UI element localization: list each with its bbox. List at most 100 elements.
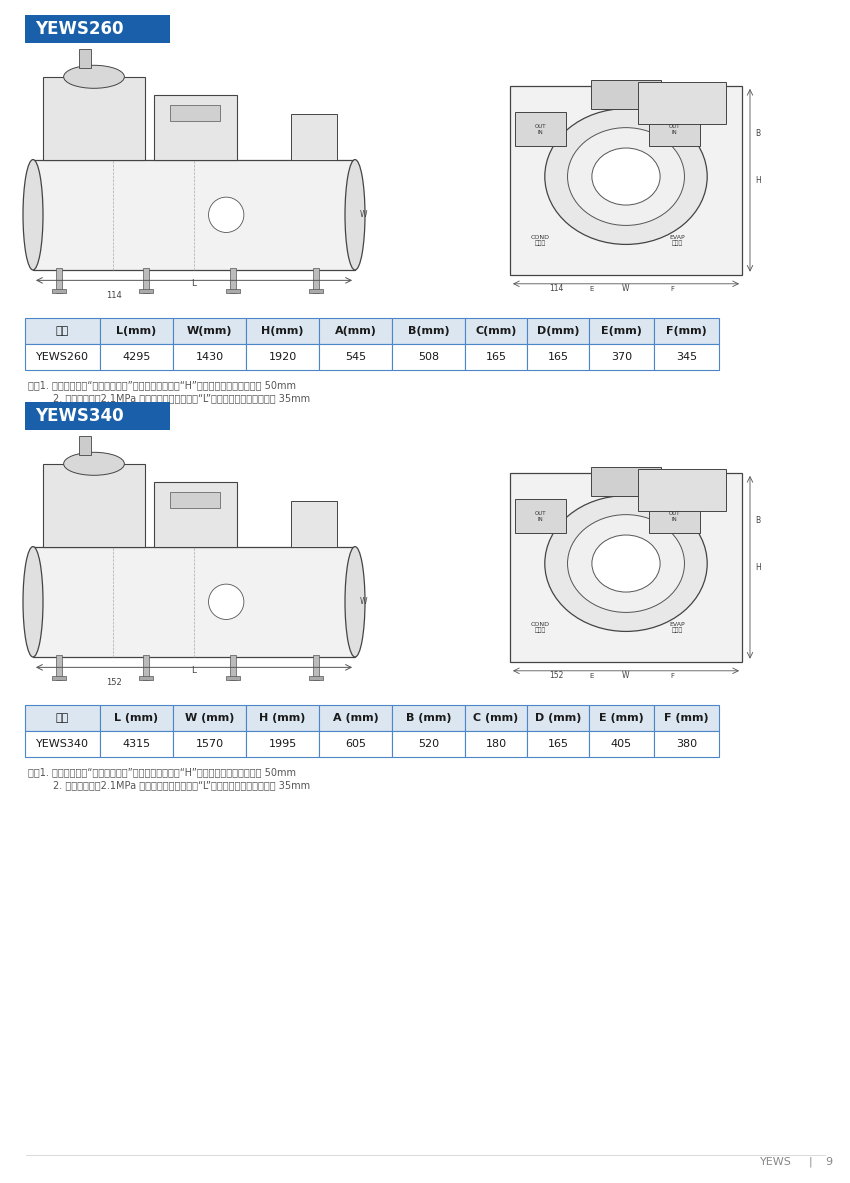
- Text: B(mm): B(mm): [408, 327, 450, 336]
- Bar: [154, 95, 236, 160]
- Bar: [314, 267, 320, 293]
- Text: B: B: [755, 516, 760, 524]
- Bar: [246, 731, 319, 757]
- Ellipse shape: [23, 547, 43, 657]
- Text: H: H: [755, 563, 761, 571]
- Text: F (mm): F (mm): [664, 713, 709, 723]
- Text: 1430: 1430: [196, 353, 224, 362]
- Text: C (mm): C (mm): [473, 713, 518, 723]
- Bar: [79, 437, 91, 454]
- Text: 1920: 1920: [269, 353, 297, 362]
- Text: 165: 165: [547, 739, 569, 749]
- Ellipse shape: [545, 496, 707, 632]
- Ellipse shape: [345, 160, 365, 270]
- Text: 2. 如机组选用了2.1MPa 水筱，则每个机组长度“L”在上表尺寸的基础上增加 35mm: 2. 如机组选用了2.1MPa 水筱，则每个机组长度“L”在上表尺寸的基础上增加…: [28, 393, 310, 403]
- Bar: [25, 402, 170, 429]
- Bar: [43, 77, 144, 160]
- Text: 180: 180: [485, 739, 507, 749]
- Text: 2. 如机组选用了2.1MPa 水筱，则每个机组长度“L”在上表尺寸的基础上增加 35mm: 2. 如机组选用了2.1MPa 水筱，则每个机组长度“L”在上表尺寸的基础上增加…: [28, 780, 310, 790]
- Bar: [33, 160, 355, 270]
- Bar: [230, 654, 235, 680]
- Ellipse shape: [545, 109, 707, 245]
- Bar: [25, 15, 170, 43]
- Bar: [291, 500, 337, 547]
- Bar: [246, 705, 319, 731]
- Bar: [52, 675, 65, 680]
- Text: OUT
IN: OUT IN: [535, 511, 546, 522]
- Text: EVAP
蒸发器: EVAP 蒸发器: [669, 622, 685, 633]
- Bar: [100, 705, 173, 731]
- Bar: [33, 547, 355, 657]
- Bar: [654, 731, 719, 757]
- Bar: [527, 731, 589, 757]
- Text: 165: 165: [485, 353, 507, 362]
- Text: D (mm): D (mm): [535, 713, 581, 723]
- Bar: [392, 705, 465, 731]
- Text: 380: 380: [676, 739, 697, 749]
- Text: EVAP
蒸发器: EVAP 蒸发器: [669, 235, 685, 246]
- Text: 152: 152: [105, 678, 122, 687]
- Text: OUT
IN: OUT IN: [535, 124, 546, 135]
- Text: 注：1. 如机组选用了“制冷剂隔离阀”，则每个机组长度“H”在上表尺寸的基础上增加 50mm: 注：1. 如机组选用了“制冷剂隔离阀”，则每个机组长度“H”在上表尺寸的基础上增…: [28, 767, 296, 777]
- Bar: [246, 318, 319, 344]
- Text: W: W: [360, 211, 367, 219]
- Bar: [465, 344, 527, 370]
- Bar: [392, 731, 465, 757]
- Bar: [654, 344, 719, 370]
- Text: L(mm): L(mm): [116, 327, 156, 336]
- Bar: [100, 344, 173, 370]
- Ellipse shape: [568, 515, 684, 613]
- Text: D(mm): D(mm): [536, 327, 579, 336]
- Text: W: W: [360, 597, 367, 607]
- Bar: [510, 473, 742, 661]
- Bar: [654, 705, 719, 731]
- Bar: [43, 464, 144, 547]
- Text: 型号: 型号: [56, 713, 69, 723]
- Text: 605: 605: [345, 739, 366, 749]
- Text: W (mm): W (mm): [184, 713, 235, 723]
- Bar: [143, 267, 149, 293]
- Bar: [246, 344, 319, 370]
- Bar: [589, 731, 654, 757]
- Text: 1570: 1570: [196, 739, 224, 749]
- Text: 4315: 4315: [122, 739, 150, 749]
- Text: F: F: [671, 286, 674, 292]
- Bar: [230, 267, 235, 293]
- Circle shape: [208, 584, 244, 620]
- Bar: [173, 705, 246, 731]
- Ellipse shape: [64, 452, 124, 476]
- Bar: [638, 470, 726, 511]
- Text: OUT
IN: OUT IN: [669, 511, 681, 522]
- Bar: [589, 318, 654, 344]
- Circle shape: [208, 198, 244, 233]
- Text: 注：1. 如机组选用了“制冷剂隔离阀”，则每个机组长度“H”在上表尺寸的基础上增加 50mm: 注：1. 如机组选用了“制冷剂隔离阀”，则每个机组长度“H”在上表尺寸的基础上增…: [28, 380, 296, 390]
- Text: 165: 165: [547, 353, 569, 362]
- Bar: [309, 675, 323, 680]
- Bar: [56, 654, 62, 680]
- Bar: [154, 483, 236, 547]
- Text: COND
冷凝器: COND 冷凝器: [530, 622, 550, 633]
- Text: L: L: [191, 279, 196, 289]
- Bar: [465, 705, 527, 731]
- Text: 152: 152: [549, 671, 564, 680]
- Text: OUT
IN: OUT IN: [669, 124, 681, 135]
- Text: 型号: 型号: [56, 327, 69, 336]
- Bar: [291, 114, 337, 160]
- Bar: [527, 344, 589, 370]
- Bar: [527, 318, 589, 344]
- Text: 508: 508: [418, 353, 439, 362]
- Text: 345: 345: [676, 353, 697, 362]
- Ellipse shape: [592, 148, 660, 205]
- Bar: [100, 731, 173, 757]
- Bar: [25, 318, 100, 344]
- Text: W: W: [622, 284, 630, 293]
- Ellipse shape: [23, 160, 43, 270]
- Bar: [638, 83, 726, 124]
- Bar: [79, 50, 91, 67]
- Text: 545: 545: [345, 353, 366, 362]
- Bar: [319, 731, 392, 757]
- Bar: [173, 731, 246, 757]
- Text: H(mm): H(mm): [261, 327, 303, 336]
- Ellipse shape: [592, 535, 660, 592]
- Bar: [589, 344, 654, 370]
